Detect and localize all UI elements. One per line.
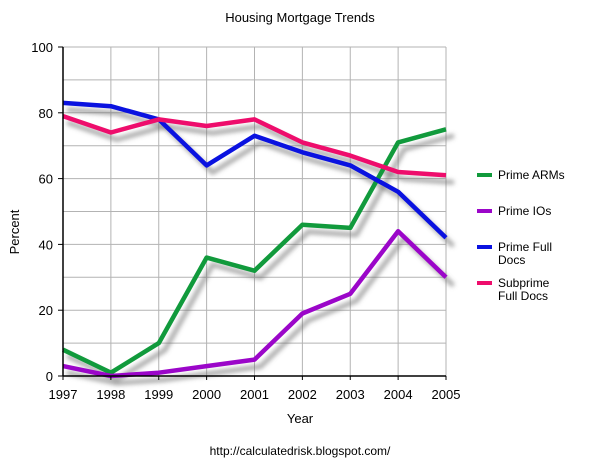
x-tick-label: 1998 [96,387,125,402]
x-tick-label: 1999 [144,387,173,402]
legend-label-line: Docs [498,253,525,267]
legend-label: Subprime Full Docs [498,276,550,303]
x-tick-label: 1997 [49,387,78,402]
x-tick-label: 2001 [240,387,269,402]
legend-label-line: Full Docs [498,289,548,303]
legend-label-line: Prime ARMs [498,168,565,182]
y-tick-label: 20 [39,303,53,318]
x-tick-label: 2002 [288,387,317,402]
x-tick-label: 2004 [384,387,413,402]
legend: Prime ARMs Prime IOs Prime Full Docs Subprim… [477,168,565,303]
legend-label-line: Subprime [498,276,550,290]
series-shadow-subprime-full-docs [66,120,455,185]
legend-label-line: Prime Full [498,240,552,254]
y-tick-label: 0 [46,369,53,384]
legend-label: Prime ARMs [498,168,565,182]
series-shadow-prime-full-docs [66,107,455,248]
y-tick-label: 100 [31,40,53,55]
gridlines [62,46,447,377]
series-line-prime-ios [62,228,448,379]
x-tick-label: 2003 [336,387,365,402]
axes [58,46,447,380]
series-line-prime-full-docs [62,100,448,240]
chart-title: Housing Mortgage Trends [225,10,375,25]
series-line-subprime-full-docs [62,113,447,178]
legend-label-line: Prime IOs [498,204,551,218]
y-tick-label: 40 [39,237,53,252]
y-tick-label: 80 [39,106,53,121]
y-tick-label: 60 [39,172,53,187]
y-axis-label: Percent [7,209,22,254]
legend-label: Prime IOs [498,204,551,218]
x-tick-labels: 1997 1998 1999 2000 2001 2002 2003 2004 2005 [49,387,461,402]
series-shadows [66,107,455,386]
source-footer: http://calculatedrisk.blogspot.com/ [210,444,391,458]
series-lines [62,100,448,379]
series-shadow-prime-arms [66,133,455,383]
series-shadow-prime-ios [66,235,455,386]
series-line-prime-arms [62,127,447,375]
x-tick-label: 2000 [192,387,221,402]
x-axis-label: Year [287,411,314,426]
x-tick-label: 2005 [432,387,461,402]
legend-label: Prime Full Docs [498,240,552,267]
y-tick-labels: 0 20 40 60 80 100 [31,40,53,384]
